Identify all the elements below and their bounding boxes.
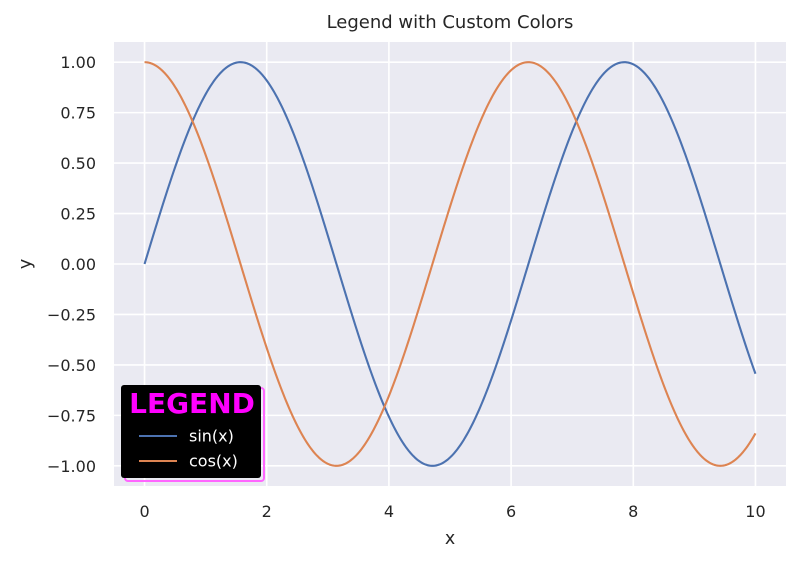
x-tick-label: 10 — [745, 502, 765, 521]
y-tick-labels: 1.00 0.75 0.50 0.25 0.00 −0.25 −0.50 −0.75 −1.00 — [47, 53, 96, 476]
series-lines — [143, 61, 757, 467]
y-tick-label: 0.75 — [60, 104, 96, 123]
y-tick-label: 0.25 — [60, 205, 96, 224]
legend-label: cos(x) — [189, 452, 238, 471]
legend: LEGEND sin(x) cos(x) — [121, 385, 265, 482]
x-tick-label: 6 — [506, 502, 516, 521]
x-tick-label: 0 — [139, 502, 149, 521]
y-tick-label: −1.00 — [47, 457, 96, 476]
y-tick-label: −0.25 — [47, 305, 96, 324]
series-line-cos — [144, 61, 757, 467]
chart-title: Legend with Custom Colors — [327, 12, 574, 33]
y-tick-label: 1.00 — [60, 53, 96, 72]
series-line-sin — [143, 61, 757, 467]
x-tick-label: 2 — [262, 502, 272, 521]
x-tick-labels: 0 2 4 6 8 10 — [139, 502, 765, 521]
legend-title: LEGEND — [129, 387, 255, 420]
y-tick-label: −0.75 — [47, 406, 96, 425]
x-tick-label: 4 — [384, 502, 394, 521]
legend-entries: sin(x) cos(x) — [139, 427, 238, 471]
y-tick-label: −0.50 — [47, 356, 96, 375]
x-tick-label: 8 — [628, 502, 638, 521]
y-tick-label: 0.50 — [60, 154, 96, 173]
legend-box — [121, 385, 261, 478]
y-axis-label: y — [16, 259, 36, 269]
grid — [114, 42, 786, 486]
legend-label: sin(x) — [189, 427, 234, 446]
y-tick-label: 0.00 — [60, 255, 96, 274]
x-axis-label: x — [445, 529, 455, 549]
